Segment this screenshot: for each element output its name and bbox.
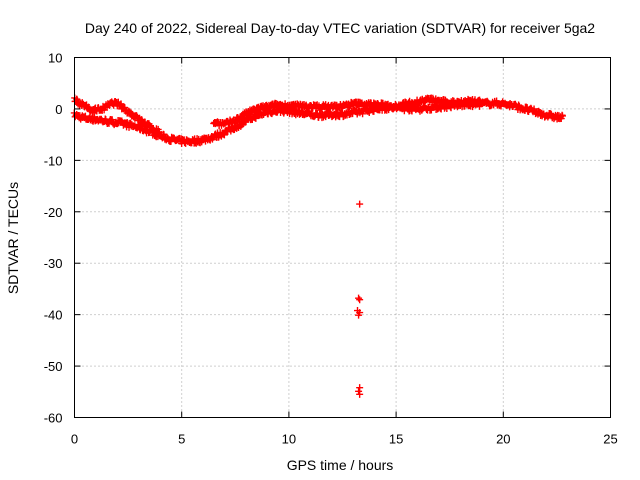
data-point	[356, 390, 364, 398]
data-point	[477, 99, 485, 107]
x-tick-label: 15	[389, 432, 403, 447]
data-point	[252, 114, 260, 122]
x-tick-label: 10	[282, 432, 296, 447]
x-tick-label: 25	[603, 432, 617, 447]
data-point	[359, 110, 367, 118]
data-point	[117, 100, 125, 108]
y-axis-label: SDTVAR / TECUs	[5, 182, 21, 294]
x-axis-label: GPS time / hours	[287, 457, 394, 473]
x-tick-label: 0	[71, 432, 78, 447]
data-point	[356, 296, 364, 304]
data-points	[70, 94, 566, 398]
y-tick-label: -60	[44, 411, 63, 426]
x-tick-label: 5	[178, 432, 185, 447]
data-point	[355, 387, 363, 395]
data-point	[355, 294, 363, 302]
data-point	[108, 116, 116, 124]
data-point	[155, 128, 163, 136]
data-point	[356, 384, 364, 392]
y-tick-label: -20	[44, 205, 63, 220]
chart-title: Day 240 of 2022, Sidereal Day-to-day VTE…	[85, 20, 595, 36]
y-tick-label: -50	[44, 359, 63, 374]
x-tick-label: 20	[496, 432, 510, 447]
y-tick-label: -40	[44, 308, 63, 323]
plot-frame	[74, 57, 611, 418]
data-point	[127, 109, 135, 117]
data-point	[355, 311, 363, 319]
data-point	[558, 112, 566, 120]
axis-ticks: 0 5 10 15 20 25 -60 -50 -40 -30 -20 -10 0 10	[44, 51, 618, 447]
y-tick-label: -10	[44, 153, 63, 168]
y-tick-label: -30	[44, 256, 63, 271]
data-point	[356, 200, 364, 208]
data-point	[220, 131, 228, 139]
y-tick-label: 10	[48, 51, 62, 66]
data-point	[196, 139, 204, 147]
y-tick-label: 0	[55, 102, 62, 117]
data-point	[251, 114, 259, 122]
data-point	[269, 104, 277, 112]
